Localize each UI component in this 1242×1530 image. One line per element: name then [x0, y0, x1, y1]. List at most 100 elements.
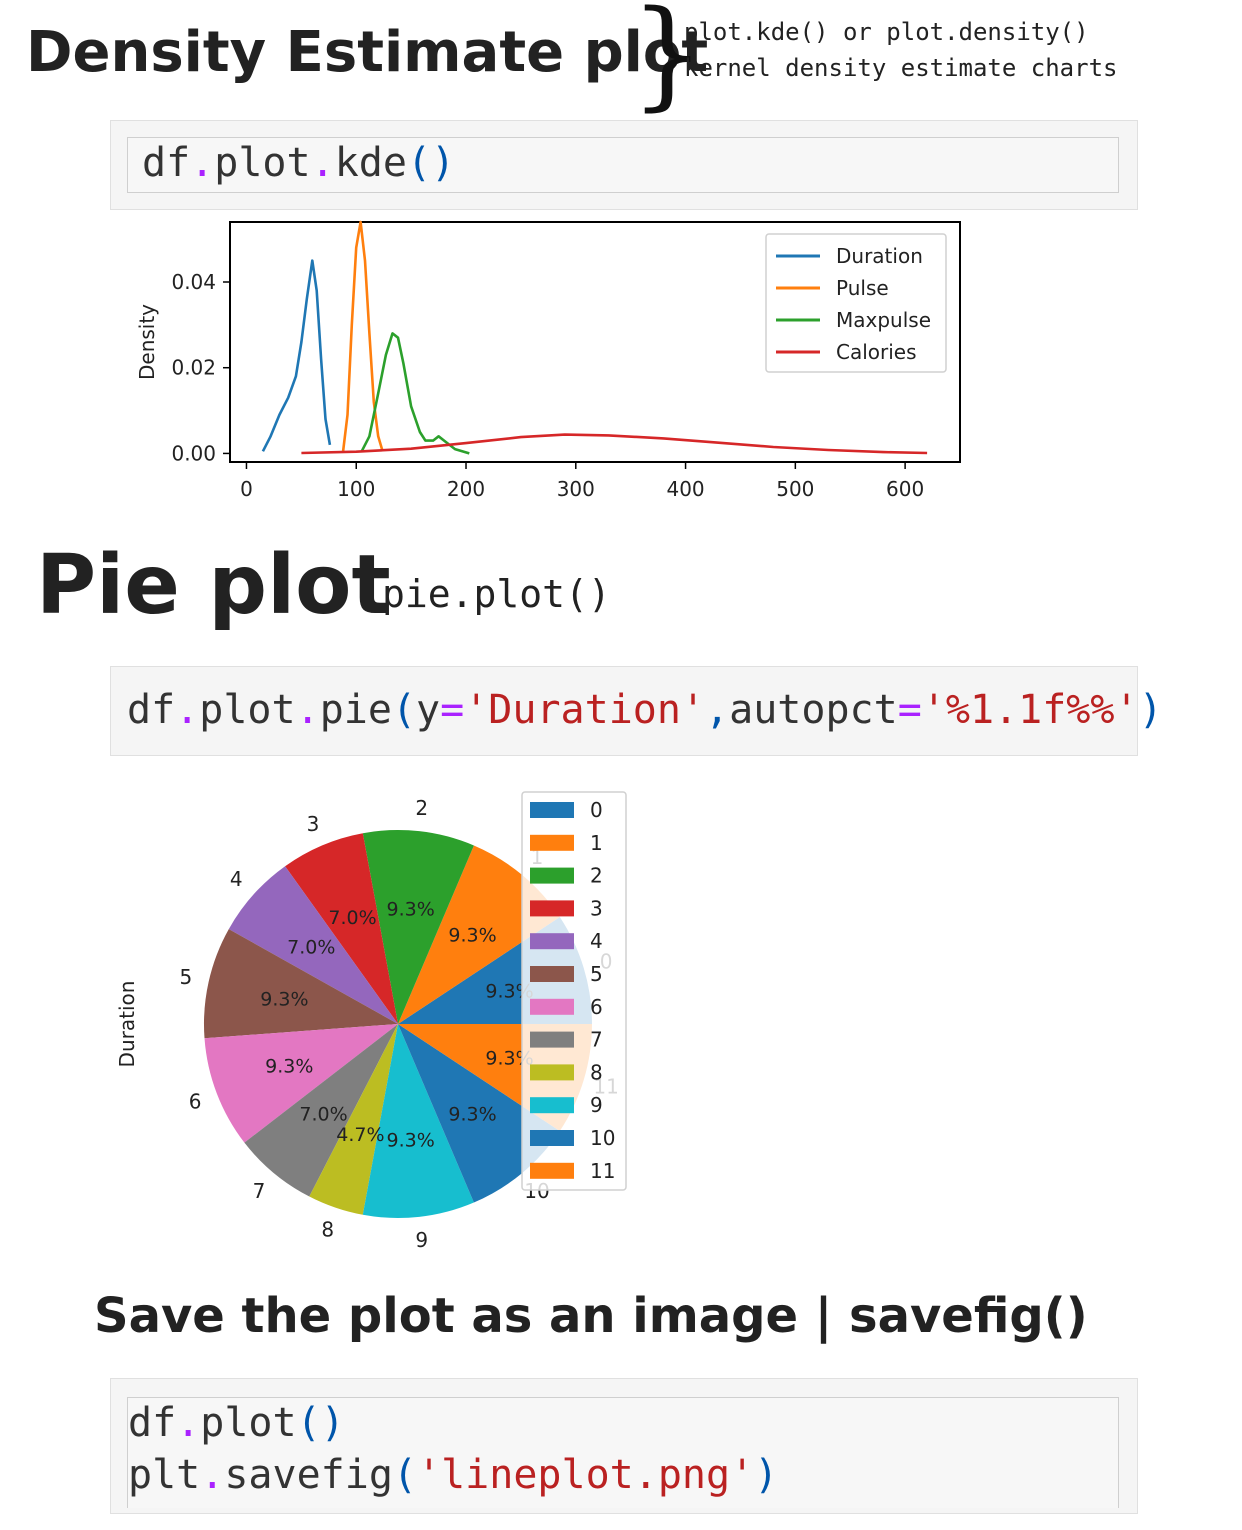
pie-legend-label: 4: [590, 929, 603, 953]
pie-legend-swatch: [530, 1064, 574, 1081]
legend-label: Maxpulse: [836, 308, 931, 332]
code-token: .: [295, 687, 320, 733]
pie-legend-label: 8: [590, 1060, 603, 1084]
pie-y-axis-label: Duration: [115, 981, 139, 1068]
pie-pct-label: 4.7%: [336, 1124, 384, 1146]
pie-code-text[interactable]: df.plot.pie(y='Duration',autopct='%1.1f%…: [127, 687, 1163, 733]
x-tick-label: 0: [240, 477, 253, 501]
legend-box: [765, 233, 947, 373]
pie-label: 2: [415, 796, 428, 820]
pie-label: 8: [321, 1218, 334, 1242]
pie-slice-1: [398, 845, 560, 1024]
pie-pct-label: 9.3%: [260, 989, 308, 1011]
pie-legend-swatch: [530, 900, 574, 917]
code-token: =: [897, 687, 922, 733]
code-token: ): [754, 1452, 779, 1498]
pie-pct-label: 9.3%: [387, 898, 435, 920]
pie-pct-label: 7.0%: [287, 936, 335, 958]
pie-legend-label: 0: [590, 798, 603, 822]
pie-pct-label: 9.3%: [448, 925, 496, 947]
pie-legend-swatch: [530, 1031, 574, 1048]
x-tick-label: 400: [666, 477, 704, 501]
pie-legend-swatch: [530, 1162, 574, 1179]
save-code-cell: df.plot() plt.savefig('lineplot.png'): [110, 1378, 1138, 1514]
code-token: plt: [128, 1452, 201, 1498]
pie-pct-label: 7.0%: [328, 907, 376, 929]
pie-legend-swatch: [530, 966, 574, 982]
code-token: =: [440, 687, 465, 733]
pie-slice-7: [244, 1024, 398, 1197]
x-tick-label: 200: [447, 477, 485, 501]
save-code-line-1: df.plot(): [128, 1400, 345, 1446]
pie-legend-swatch: [530, 933, 574, 950]
y-tick-label: 0.00: [171, 441, 216, 465]
x-tick-label: 100: [337, 477, 375, 501]
kde-section-title: Density Estimate plot: [26, 20, 709, 85]
code-token: 'lineplot.png': [417, 1452, 755, 1498]
kde-chart: 0 100 200 300 400 500 600 0.00 0.02 0.04 Density Du…: [135, 220, 961, 501]
pie-legend-swatch: [530, 1097, 574, 1114]
code-token: savefig: [224, 1452, 393, 1498]
code-token: df: [127, 687, 176, 733]
x-tick-label: 500: [776, 477, 814, 501]
code-token: plot: [214, 140, 311, 186]
pie-legend-box: [521, 791, 627, 1191]
pie-legend-label: 2: [590, 864, 603, 888]
pie-slice-9: [362, 1024, 474, 1219]
pie-legend-label: 10: [590, 1126, 615, 1150]
pie-slice-8: [309, 1024, 398, 1215]
save-code-line-2: plt.savefig('lineplot.png'): [128, 1452, 778, 1498]
pie-section-title: Pie plot: [36, 538, 391, 633]
pie-legend-swatch: [530, 998, 574, 1015]
code-token: (): [296, 1400, 345, 1446]
code-token: (: [391, 687, 417, 733]
pie-slice-10: [398, 1024, 560, 1203]
pie-legend-swatch: [530, 834, 574, 851]
code-token: plot: [200, 1400, 297, 1446]
code-token: ,: [705, 687, 730, 733]
kde-code-cell: df.plot.kde(): [110, 120, 1138, 210]
pie-chart: 0 9.3% 1 9.3% 2 9.3% 3 7.0% 4 7.0% 5 9.3% 6 9.3% 7 7.0%…: [115, 791, 627, 1250]
pie-section-subtitle: pie.plot(): [382, 572, 611, 616]
pie-label: 5: [180, 965, 193, 989]
code-token: kde: [334, 140, 407, 186]
pie-legend-label: 1: [590, 831, 603, 855]
series-line-calories: [301, 433, 928, 455]
y-tick-label: 0.04: [171, 270, 216, 294]
pie-pct-label: 9.3%: [448, 1104, 496, 1126]
pie-slice-2: [362, 829, 474, 1024]
kde-note-line-2: kernel density estimate charts: [684, 54, 1118, 82]
pie-pct-label: 9.3%: [265, 1056, 313, 1078]
code-token: df: [142, 140, 191, 186]
code-token: '%1.1f%%': [921, 687, 1139, 733]
legend-label: Duration: [836, 244, 923, 268]
save-code-input[interactable]: df.plot() plt.savefig('lineplot.png'): [127, 1397, 1119, 1508]
code-token: .: [190, 140, 215, 186]
pie-legend-swatch: [530, 1130, 574, 1146]
save-section-title: Save the plot as an image | savefig(): [94, 1288, 1088, 1344]
pie-legend-label: 6: [590, 995, 603, 1019]
pie-legend-label: 7: [590, 1028, 603, 1052]
pie-legend-label: 9: [590, 1093, 603, 1117]
series-line-duration: [261, 259, 332, 452]
kde-code-input[interactable]: df.plot.kde(): [127, 137, 1119, 193]
pie-slice-3: [285, 833, 398, 1024]
legend-label: Calories: [836, 340, 917, 364]
kde-code-text: df.plot.kde(): [142, 140, 455, 186]
pie-code-cell: df.plot.pie(y='Duration',autopct='%1.1f%…: [110, 666, 1163, 756]
code-token: ): [1138, 687, 1163, 733]
code-token: .: [175, 687, 200, 733]
pie-slice-5: [203, 929, 398, 1039]
pie-label: 6: [189, 1090, 202, 1114]
pie-label: 4: [230, 867, 243, 891]
y-axis-label: Density: [135, 304, 159, 380]
pie-legend-label: 5: [590, 962, 603, 986]
pie-legend-swatch: [530, 867, 574, 884]
x-tick-label: 300: [557, 477, 595, 501]
pie-label: 9: [415, 1228, 428, 1250]
code-token: (: [392, 1452, 418, 1498]
pie-legend-swatch: [530, 802, 574, 818]
code-token: .: [310, 140, 335, 186]
code-token: df: [128, 1400, 177, 1446]
code-token: .: [200, 1452, 225, 1498]
